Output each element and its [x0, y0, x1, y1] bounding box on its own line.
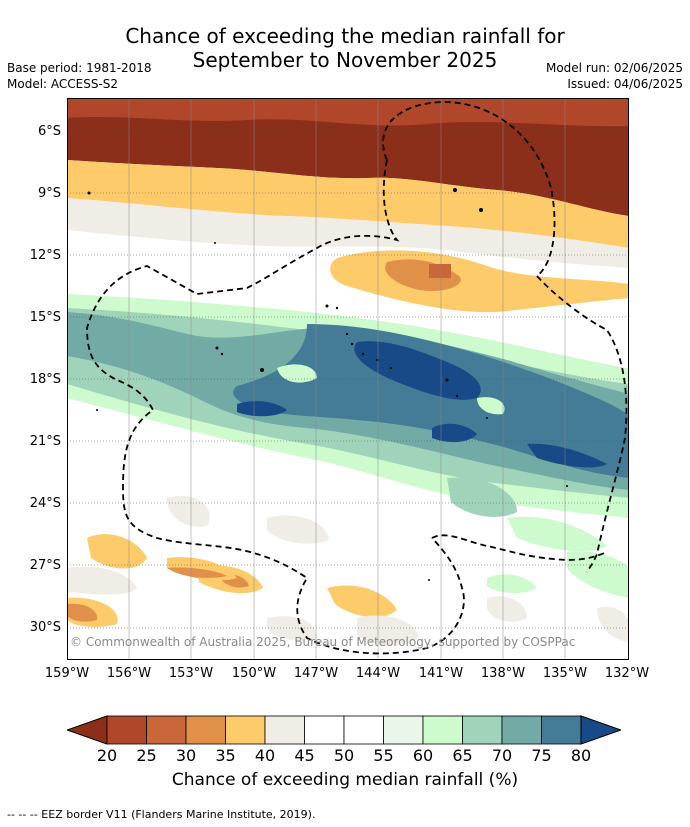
colorbar-tick-label: 55 [373, 746, 394, 765]
model-name: Model: ACCESS-S2 [7, 77, 119, 91]
colorbar-tick-label: 25 [136, 746, 157, 765]
band-dry-orange [67, 160, 629, 248]
map-title: Chance of exceeding the median rainfall … [0, 24, 690, 72]
copyright-text: © Commonwealth of Australia 2025, Bureau… [70, 635, 576, 649]
title-line-2: September to November 2025 [192, 48, 498, 72]
colorbar-tick-label: 50 [333, 746, 355, 765]
colorbar-graphic [65, 715, 623, 745]
colorbar-tick-label: 60 [412, 746, 434, 765]
colorbar-tick-label: 80 [570, 746, 592, 765]
band-very-dry [67, 98, 629, 216]
map-canvas [67, 98, 629, 660]
band-dry-tan [67, 198, 629, 268]
colorbar-segment [264, 715, 305, 745]
eez-footnote: -- -- -- EEZ border V11 (Flanders Marine… [7, 808, 316, 821]
colorbar-extend-high [580, 715, 623, 745]
lat-label: 12°S [29, 248, 61, 263]
patch-s1 [167, 496, 210, 527]
colorbar-tick-label: 65 [452, 746, 473, 765]
title-line-1: Chance of exceeding the median rainfall … [125, 24, 565, 48]
base-period: Base period: 1981-2018 [7, 61, 152, 75]
band-dry-top [67, 98, 629, 127]
band-wet-deepest [354, 341, 481, 400]
lon-label: 147°W [293, 666, 339, 681]
lat-label: 21°S [29, 434, 61, 449]
colorbar-tick-label: 75 [531, 746, 552, 765]
lat-label: 24°S [29, 496, 61, 511]
model-run: Model run: 02/06/2025 [545, 61, 683, 75]
colorbar-tick-label: 35 [215, 746, 236, 765]
lon-label: 144°W [355, 666, 401, 681]
patch-sw [87, 534, 147, 569]
colorbar-extend-low [65, 715, 108, 745]
colorbar-segment [343, 715, 384, 745]
colorbar-tick-label: 70 [491, 746, 513, 765]
rainfall-map: © Commonwealth of Australia 2025, Bureau… [67, 98, 629, 660]
colorbar-segment [304, 715, 345, 745]
band-wet-deep [233, 324, 629, 478]
colorbar-tick-label: 45 [294, 746, 315, 765]
colorbar-label: Chance of exceeding median rainfall (%) [171, 770, 519, 790]
colorbar-segment [185, 715, 226, 745]
meta-left: Base period: 1981-2018 Model: ACCESS-S2 [7, 60, 152, 92]
colorbar [65, 714, 623, 746]
lat-label: 27°S [29, 558, 61, 573]
meta-right: Model run: 02/06/2025 Issued: 04/06/2025 [546, 60, 683, 92]
lon-label: 150°W [231, 666, 277, 681]
colorbar-segment [462, 715, 503, 745]
colorbar-segment [422, 715, 463, 745]
lon-label: 138°W [480, 666, 526, 681]
colorbar-segment [541, 715, 582, 745]
colorbar-tick-label: 20 [96, 746, 118, 765]
lat-label: 6°S [37, 124, 61, 139]
colorbar-tick-label: 30 [175, 746, 197, 765]
colorbar-segment [146, 715, 187, 745]
colorbar-segment [106, 715, 147, 745]
colorbar-tick-label: 40 [254, 746, 276, 765]
eez-border [86, 101, 628, 655]
issued-date: Issued: 04/06/2025 [567, 77, 683, 91]
meridians [128, 98, 566, 660]
lon-label: 141°W [418, 666, 464, 681]
colorbar-segment [501, 715, 542, 745]
graticule [67, 130, 629, 629]
lon-label: 153°W [168, 666, 214, 681]
lat-label: 15°S [29, 310, 61, 325]
colorbar-segment [383, 715, 424, 745]
lat-label: 9°S [37, 186, 61, 201]
colorbar-segment [225, 715, 266, 745]
islands [87, 188, 568, 581]
lat-label: 30°S [29, 620, 61, 635]
lat-label: 18°S [29, 372, 61, 387]
lon-label: 159°W [44, 666, 90, 681]
lon-label: 135°W [542, 666, 588, 681]
lon-label: 156°W [106, 666, 152, 681]
lon-label: 132°W [604, 666, 650, 681]
